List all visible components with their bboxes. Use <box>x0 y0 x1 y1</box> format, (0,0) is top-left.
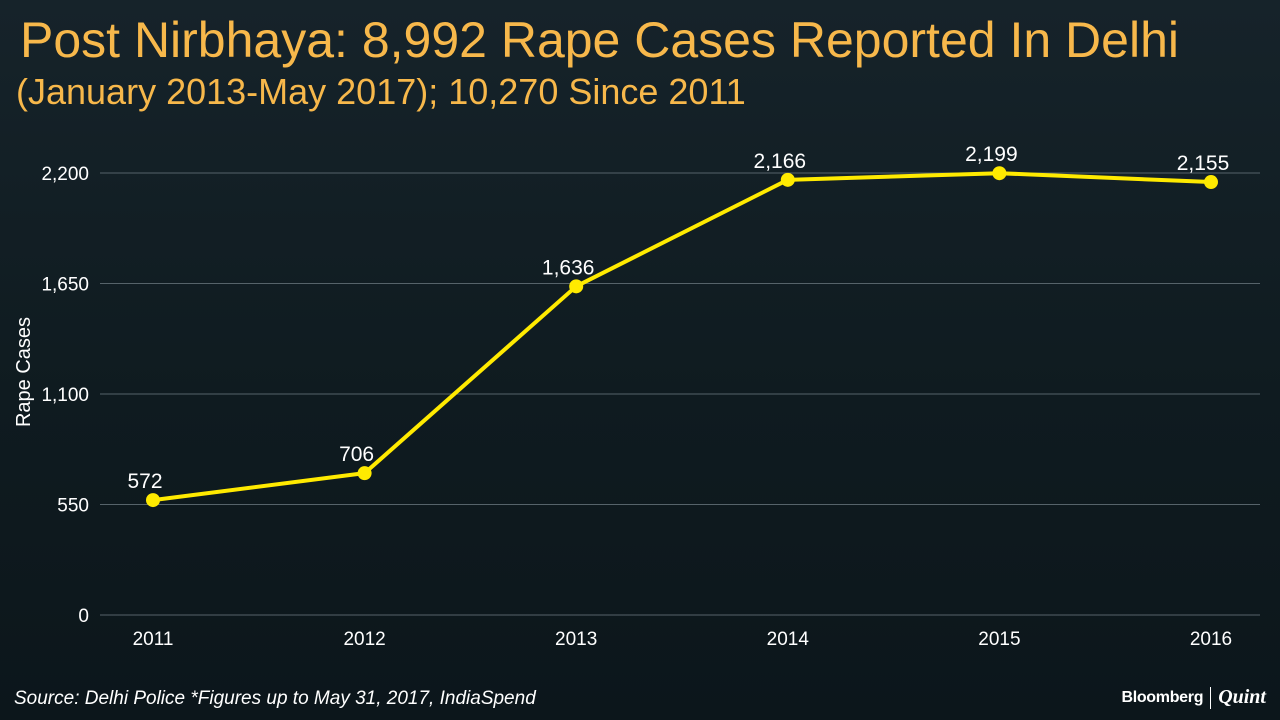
y-axis-label: Rape Cases <box>13 317 35 427</box>
brand-logo: Bloomberg Quint <box>1121 686 1266 709</box>
data-label: 2,166 <box>754 150 807 173</box>
gridlines <box>100 172 1260 616</box>
y-tick-label: 550 <box>57 496 89 517</box>
x-tick-label: 2015 <box>978 629 1020 650</box>
logo-quint: Quint <box>1218 686 1266 708</box>
y-tick-label: 2,200 <box>41 164 89 185</box>
data-points <box>146 166 1218 508</box>
x-tick-label: 2013 <box>555 629 597 650</box>
x-tick-label: 2016 <box>1190 629 1232 650</box>
series-line-layer <box>152 171 1212 503</box>
data-label: 2,199 <box>965 143 1018 166</box>
data-point <box>146 493 160 508</box>
chart-subtitle: (January 2013-May 2017); 10,270 Since 20… <box>16 71 746 112</box>
data-label: 706 <box>339 443 374 466</box>
data-point <box>780 172 795 187</box>
data-labels: 572 706 1,636 2,166 2,199 2,155 <box>127 143 1229 493</box>
series-line <box>152 171 1212 503</box>
chart-title: Post Nirbhaya: 8,992 Rape Cases Reported… <box>20 12 1179 68</box>
y-tick-label: 1,650 <box>41 275 89 296</box>
logo-divider <box>1210 686 1212 709</box>
data-label: 1,636 <box>542 256 595 279</box>
data-label: 572 <box>127 470 162 493</box>
logo-bloomberg: Bloomberg <box>1121 688 1204 706</box>
x-tick-label: 2014 <box>767 629 810 650</box>
data-label: 2,155 <box>1177 152 1230 175</box>
data-point <box>992 166 1007 181</box>
y-axis-ticks: 0 550 1,100 1,650 2,200 <box>41 164 89 627</box>
source-note: Source: Delhi Police *Figures up to May … <box>14 688 536 709</box>
y-tick-label: 0 <box>78 606 89 627</box>
data-point <box>357 466 372 481</box>
x-axis-ticks: 2011 2012 2013 2014 2015 2016 <box>133 629 1233 650</box>
data-point <box>569 279 584 294</box>
y-tick-label: 1,100 <box>41 385 89 406</box>
x-tick-label: 2011 <box>133 629 174 650</box>
data-point <box>1204 175 1218 190</box>
x-tick-label: 2012 <box>343 629 385 650</box>
